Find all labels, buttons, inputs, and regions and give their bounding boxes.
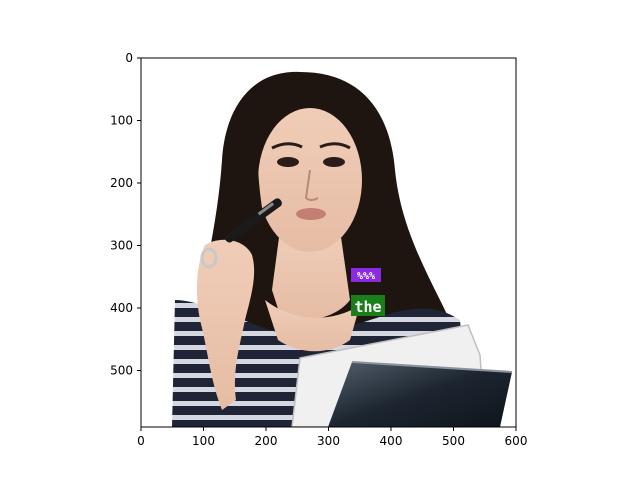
x-tick-label: 0: [137, 434, 145, 448]
hand: [197, 239, 255, 410]
ring: [200, 247, 218, 269]
y-tick-label: 500: [110, 364, 133, 378]
x-tick-label: 300: [317, 434, 340, 448]
eye-right: [323, 157, 345, 167]
binder-black: [328, 362, 512, 427]
y-tick-label: 400: [110, 301, 133, 315]
x-tick-label: 200: [255, 434, 278, 448]
eyebrow-left: [271, 142, 303, 150]
neck: [272, 230, 350, 320]
photo: [141, 58, 516, 427]
annotation-box-2: the: [351, 295, 385, 316]
hair-front-right: [352, 119, 379, 250]
y-tick-label: 100: [110, 114, 133, 128]
x-tick-label: 600: [505, 434, 528, 448]
y-tick-label: 0: [125, 51, 133, 65]
nose: [304, 169, 319, 201]
x-axis: 0 100 200 300 400 500 600: [137, 427, 527, 448]
eye-left: [277, 157, 299, 167]
y-tick-label: 300: [110, 239, 133, 253]
face: [258, 108, 362, 252]
hair-fringe: [255, 91, 362, 125]
x-tick-label: 100: [192, 434, 215, 448]
x-tick-label: 500: [442, 434, 465, 448]
binder-edge: [351, 361, 513, 373]
chest: [265, 300, 360, 352]
pen: [224, 198, 282, 243]
annotation-box-1: %%%: [351, 268, 381, 282]
eyebrow-right: [319, 142, 351, 150]
x-tick-label: 400: [380, 434, 403, 448]
y-tick-label: 200: [110, 176, 133, 190]
annotation-label-1: %%%: [357, 271, 375, 282]
annotation-label-2: the: [354, 298, 381, 316]
annotations: %%% the: [351, 268, 385, 316]
lips: [296, 208, 326, 220]
y-axis: 0 100 200 300 400 500: [110, 51, 141, 378]
